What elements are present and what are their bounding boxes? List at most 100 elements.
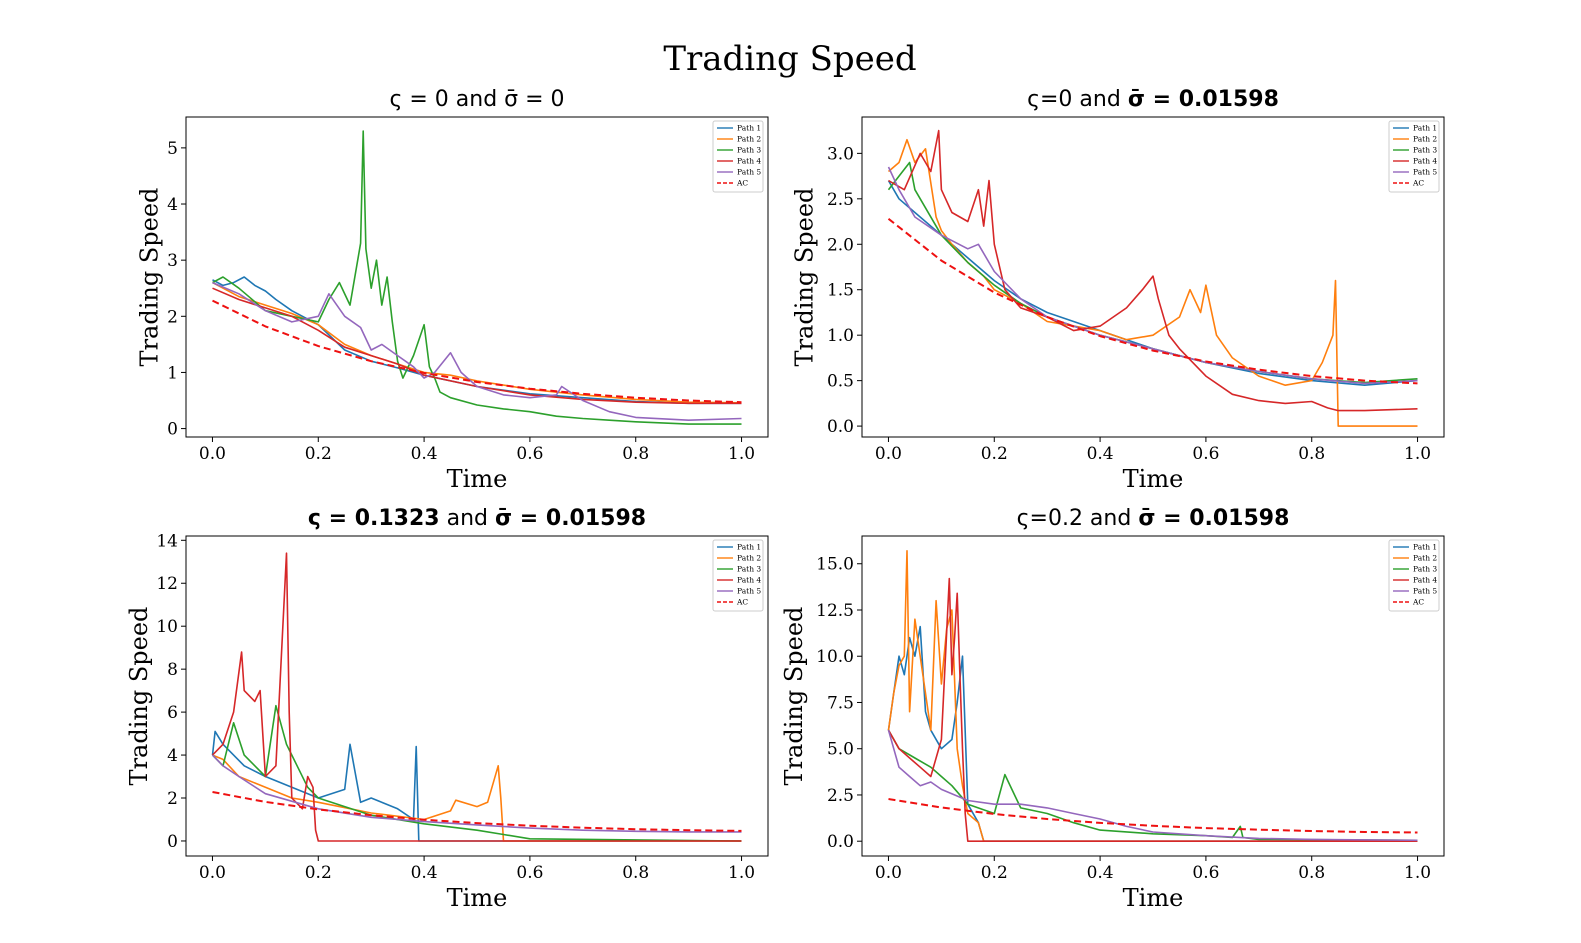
x-tick-label: 0.0 xyxy=(199,863,226,883)
y-axis-label: Trading Speed xyxy=(791,188,819,367)
y-tick-label: 7.5 xyxy=(827,693,854,713)
panel-title-part: ς = 0 xyxy=(389,87,448,112)
x-tick-label: 0.6 xyxy=(1192,444,1219,464)
y-tick-label: 2 xyxy=(167,307,178,327)
legend-label: Path 5 xyxy=(1413,168,1437,177)
y-tick-label: 0.0 xyxy=(827,417,854,437)
legend-label: AC xyxy=(1412,598,1424,607)
panel-title-part: σ̄ = 0.01598 xyxy=(495,506,646,531)
x-axis-label: Time xyxy=(447,884,508,912)
x-tick-label: 0.4 xyxy=(411,863,438,883)
x-tick-label: 0.0 xyxy=(875,444,902,464)
axes-frame xyxy=(185,116,769,438)
legend-label: AC xyxy=(1412,179,1424,188)
y-tick-label: 15.0 xyxy=(816,555,854,575)
y-tick-label: 4 xyxy=(167,746,178,766)
x-tick-label: 0.6 xyxy=(1192,863,1219,883)
legend-label: Path 4 xyxy=(737,576,761,585)
legend-label: Path 1 xyxy=(1413,124,1437,133)
panel-title: ς=0.2 and σ̄ = 0.01598 xyxy=(1017,506,1290,531)
y-tick-label: 5 xyxy=(167,139,178,159)
legend-label: Path 2 xyxy=(1413,135,1437,144)
x-axis-label: Time xyxy=(447,465,508,493)
legend-label: Path 2 xyxy=(1413,554,1437,563)
y-tick-label: 6 xyxy=(167,703,178,723)
y-tick-label: 0 xyxy=(167,832,178,852)
chart-panel-2: ς=0 and σ̄ = 0.01598 0.0 0.2 0.4 0.6 0.8 1.0 0.… xyxy=(791,87,1445,493)
series-line-5 xyxy=(887,729,1418,842)
series-line-4 xyxy=(888,129,1418,412)
panel-title: ς = 0 and σ̄ = 0 xyxy=(389,87,564,112)
legend: Path 1 Path 2 Path 3 Path 4 Path 5 AC xyxy=(1388,120,1440,193)
legend-label: Path 2 xyxy=(737,554,761,563)
y-tick-label: 8 xyxy=(167,660,178,680)
series-line-1 xyxy=(887,180,1418,387)
series-line-5 xyxy=(887,166,1418,385)
axes-frame xyxy=(185,535,769,857)
chart-panels: ς = 0 and σ̄ = 0 0.0 0.2 0.4 0.6 0.8 1.0 0 12 3 4 5… xyxy=(125,87,1445,912)
series-line-2 xyxy=(212,754,742,842)
y-tick-label: 12 xyxy=(156,574,178,594)
y-tick-label: 2.5 xyxy=(827,190,854,210)
series-line-5 xyxy=(212,281,742,422)
panel-title-part: and xyxy=(440,506,495,531)
panel-title-part: =0.2 and xyxy=(1030,506,1139,531)
y-tick-label: 0.0 xyxy=(827,832,854,852)
series-line-6 xyxy=(887,218,1418,385)
axes-frame xyxy=(861,535,1445,857)
x-tick-label: 0.4 xyxy=(1087,444,1114,464)
chart-panel-1: ς = 0 and σ̄ = 0 0.0 0.2 0.4 0.6 0.8 1.0 0 1 2 3 4 5… xyxy=(136,87,769,493)
x-tick-label: 1.0 xyxy=(1404,863,1431,883)
series-line-4 xyxy=(211,552,742,842)
x-tick-label: 0.2 xyxy=(305,444,332,464)
panel-title-part: and xyxy=(449,87,504,112)
x-tick-label: 0.6 xyxy=(516,863,543,883)
x-tick-label: 1.0 xyxy=(728,444,755,464)
y-axis-label: Trading Speed xyxy=(136,188,164,367)
legend: Path 1 Path 2 Path 3 Path 4 Path 5 AC xyxy=(712,539,764,612)
y-tick-label: 0 xyxy=(167,420,178,440)
y-tick-label: 10.0 xyxy=(816,647,854,667)
legend-label: Path 4 xyxy=(1413,576,1437,585)
y-tick-label: 3 xyxy=(167,251,178,271)
legend-label: AC xyxy=(736,598,748,607)
legend-label: Path 1 xyxy=(737,543,761,552)
legend-label: Path 3 xyxy=(1413,146,1437,155)
series-line-1 xyxy=(887,625,1418,843)
y-tick-label: 5.0 xyxy=(827,740,854,760)
legend-label: Path 3 xyxy=(737,146,761,155)
panel-title-part: σ̄ = 0 xyxy=(504,87,564,112)
y-tick-label: 2 xyxy=(167,789,178,809)
panel-title-part: ς xyxy=(1027,87,1040,112)
legend: Path 1 Path 2 Path 3 Path 4 Path 5 AC xyxy=(1388,539,1440,612)
legend-label: Path 1 xyxy=(737,124,761,133)
chart-panel-4: ς=0.2 and σ̄ = 0.01598 0.0 0.2 0.4 0.6 0.8 1.0… xyxy=(780,506,1445,912)
panel-title-part: ς = 0.1323 xyxy=(308,506,440,531)
panel-title-part: σ̄ = 0.01598 xyxy=(1138,506,1289,531)
series-line-5 xyxy=(211,754,742,833)
y-tick-label: 4 xyxy=(167,195,178,215)
x-tick-label: 0.8 xyxy=(1298,863,1325,883)
series-line-6 xyxy=(212,791,742,832)
x-tick-label: 0.2 xyxy=(305,863,332,883)
series-lines xyxy=(211,552,742,842)
y-tick-label: 3.0 xyxy=(827,144,854,164)
y-tick-label: 14 xyxy=(156,531,178,551)
series-line-6 xyxy=(212,299,742,404)
y-tick-label: 2.0 xyxy=(827,235,854,255)
legend-label: Path 3 xyxy=(737,565,761,574)
panel-title-part: ς xyxy=(1017,506,1030,531)
axes-frame xyxy=(861,116,1445,438)
y-axis-label: Trading Speed xyxy=(125,607,153,786)
legend-label: Path 4 xyxy=(737,157,761,166)
chart-panel-3: ς = 0.1323 and σ̄ = 0.01598 0.0 0.2 0.4 0.6 0… xyxy=(125,506,769,912)
y-tick-label: 2.5 xyxy=(827,786,854,806)
x-tick-label: 0.8 xyxy=(1298,444,1325,464)
x-tick-label: 1.0 xyxy=(728,863,755,883)
series-lines xyxy=(887,549,1418,843)
panel-title: ς = 0.1323 and σ̄ = 0.01598 xyxy=(308,506,646,531)
series-line-2 xyxy=(887,549,1418,843)
legend-label: Path 5 xyxy=(737,587,761,596)
panel-title-part: =0 and xyxy=(1040,87,1128,112)
legend-label: Path 4 xyxy=(1413,157,1437,166)
